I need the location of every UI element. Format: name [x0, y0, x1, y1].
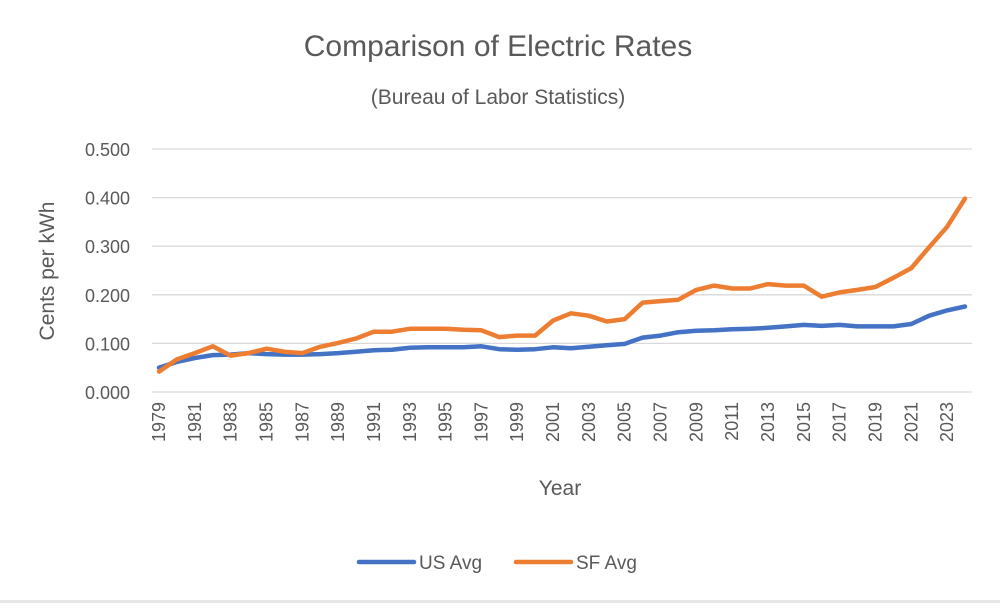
x-tick-label: 2011 — [722, 402, 742, 441]
x-tick-label: 1983 — [221, 402, 241, 442]
bottom-border — [0, 600, 1000, 603]
series-line-sf-avg — [156, 196, 968, 374]
x-tick-label: 1993 — [400, 402, 420, 442]
x-axis-label: Year — [539, 477, 581, 500]
y-axis-label: Cents per kWh — [36, 202, 59, 341]
x-tick-label: 1985 — [256, 402, 276, 442]
x-tick-label: 2005 — [615, 402, 635, 442]
x-tick-label: 2017 — [830, 402, 850, 442]
x-tick-label: 1981 — [185, 402, 205, 442]
y-tick-label: 0.300 — [85, 237, 130, 257]
legend-label: US Avg — [419, 553, 482, 574]
chart-title: Comparison of Electric Rates — [304, 30, 692, 63]
legend: US Avg SF Avg — [356, 553, 637, 574]
x-tick-label: 1997 — [471, 402, 491, 442]
x-axis-ticks: 1979 1981 1983 1985 1987 1989 1991 1993 1995 1997… — [149, 402, 957, 442]
x-tick-label: 1987 — [292, 402, 312, 442]
x-tick-label: 1995 — [436, 402, 456, 442]
x-tick-label: 2019 — [865, 402, 885, 442]
x-tick-label: 2023 — [937, 402, 957, 442]
legend-label: SF Avg — [576, 553, 637, 574]
y-axis-ticks: 0.000 0.100 0.200 0.300 0.400 0.500 — [85, 140, 130, 403]
y-tick-label: 0.000 — [85, 383, 130, 403]
y-tick-label: 0.400 — [85, 189, 130, 209]
x-tick-label: 2007 — [651, 402, 671, 442]
x-tick-label: 1979 — [149, 402, 169, 442]
x-tick-label: 2015 — [794, 402, 814, 442]
x-tick-label: 2001 — [543, 402, 563, 442]
chart-subtitle: (Bureau of Labor Statistics) — [371, 86, 625, 109]
x-tick-label: 2013 — [758, 402, 778, 442]
x-tick-label: 2009 — [686, 402, 706, 442]
gridlines — [152, 148, 972, 393]
y-tick-label: 0.100 — [85, 334, 130, 354]
x-tick-label: 2003 — [579, 402, 599, 442]
y-tick-label: 0.500 — [85, 140, 130, 160]
x-tick-label: 1991 — [364, 402, 384, 442]
series-lines — [156, 196, 968, 374]
x-tick-label: 2021 — [901, 402, 921, 442]
y-tick-label: 0.200 — [85, 286, 130, 306]
x-tick-label: 1999 — [507, 402, 527, 442]
x-tick-label: 1989 — [328, 402, 348, 442]
